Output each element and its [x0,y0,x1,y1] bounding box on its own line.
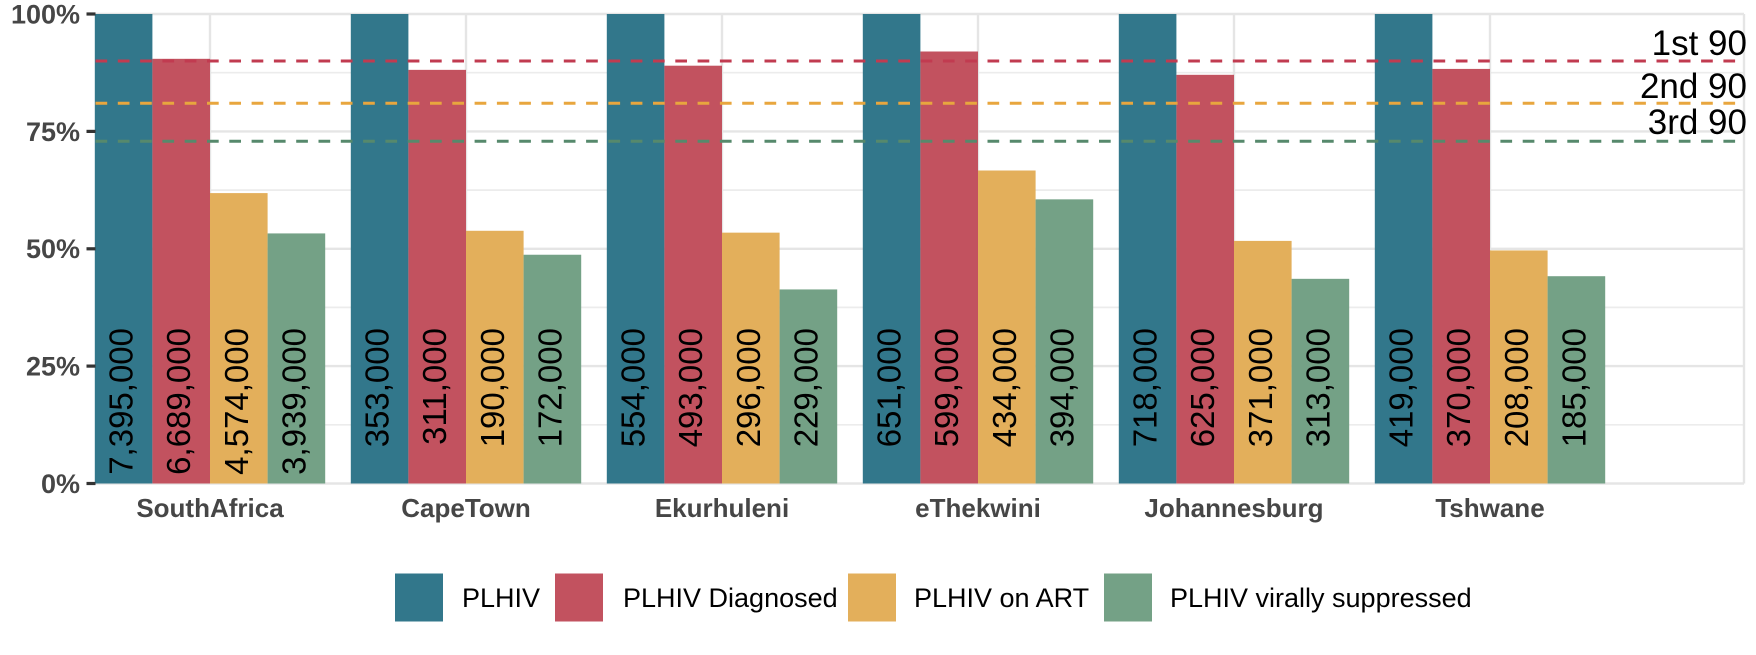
svg-text:0%: 0% [41,469,80,499]
svg-text:394,000: 394,000 [1043,328,1080,447]
svg-text:229,000: 229,000 [787,328,824,447]
svg-text:PLHIV on ART: PLHIV on ART [914,583,1089,613]
svg-text:4,574,000: 4,574,000 [218,328,255,475]
svg-text:6,689,000: 6,689,000 [160,328,197,475]
svg-text:434,000: 434,000 [986,328,1023,447]
svg-text:2nd 90: 2nd 90 [1640,67,1747,106]
svg-text:PLHIV: PLHIV [462,583,540,613]
svg-text:Tshwane: Tshwane [1435,493,1544,523]
svg-text:eThekwini: eThekwini [915,493,1041,523]
svg-text:493,000: 493,000 [672,328,709,447]
svg-text:100%: 100% [11,0,80,30]
svg-text:370,000: 370,000 [1440,328,1477,447]
svg-text:7,395,000: 7,395,000 [103,328,140,475]
svg-text:172,000: 172,000 [531,328,568,447]
svg-text:190,000: 190,000 [474,328,511,447]
svg-text:208,000: 208,000 [1498,328,1535,447]
svg-text:CapeTown: CapeTown [401,493,531,523]
svg-text:371,000: 371,000 [1242,328,1279,447]
svg-text:718,000: 718,000 [1127,328,1164,447]
svg-text:75%: 75% [26,117,80,147]
svg-text:Johannesburg: Johannesburg [1144,493,1323,523]
svg-text:PLHIV Diagnosed: PLHIV Diagnosed [623,583,838,613]
svg-text:311,000: 311,000 [416,328,453,445]
svg-text:3rd 90: 3rd 90 [1648,103,1747,142]
svg-text:Ekurhuleni: Ekurhuleni [655,493,789,523]
svg-text:353,000: 353,000 [359,328,396,447]
svg-text:SouthAfrica: SouthAfrica [136,493,284,523]
svg-text:185,000: 185,000 [1555,328,1592,447]
svg-text:554,000: 554,000 [615,328,652,447]
svg-text:PLHIV virally suppressed: PLHIV virally suppressed [1170,583,1472,613]
svg-text:313,000: 313,000 [1299,328,1336,447]
svg-text:419,000: 419,000 [1383,328,1420,447]
svg-text:3,939,000: 3,939,000 [275,328,312,475]
svg-text:50%: 50% [26,234,80,264]
svg-text:599,000: 599,000 [928,328,965,447]
svg-text:1st 90: 1st 90 [1652,24,1747,63]
svg-text:651,000: 651,000 [871,328,908,447]
svg-text:625,000: 625,000 [1184,328,1221,447]
svg-text:296,000: 296,000 [730,328,767,447]
svg-text:25%: 25% [26,352,80,382]
